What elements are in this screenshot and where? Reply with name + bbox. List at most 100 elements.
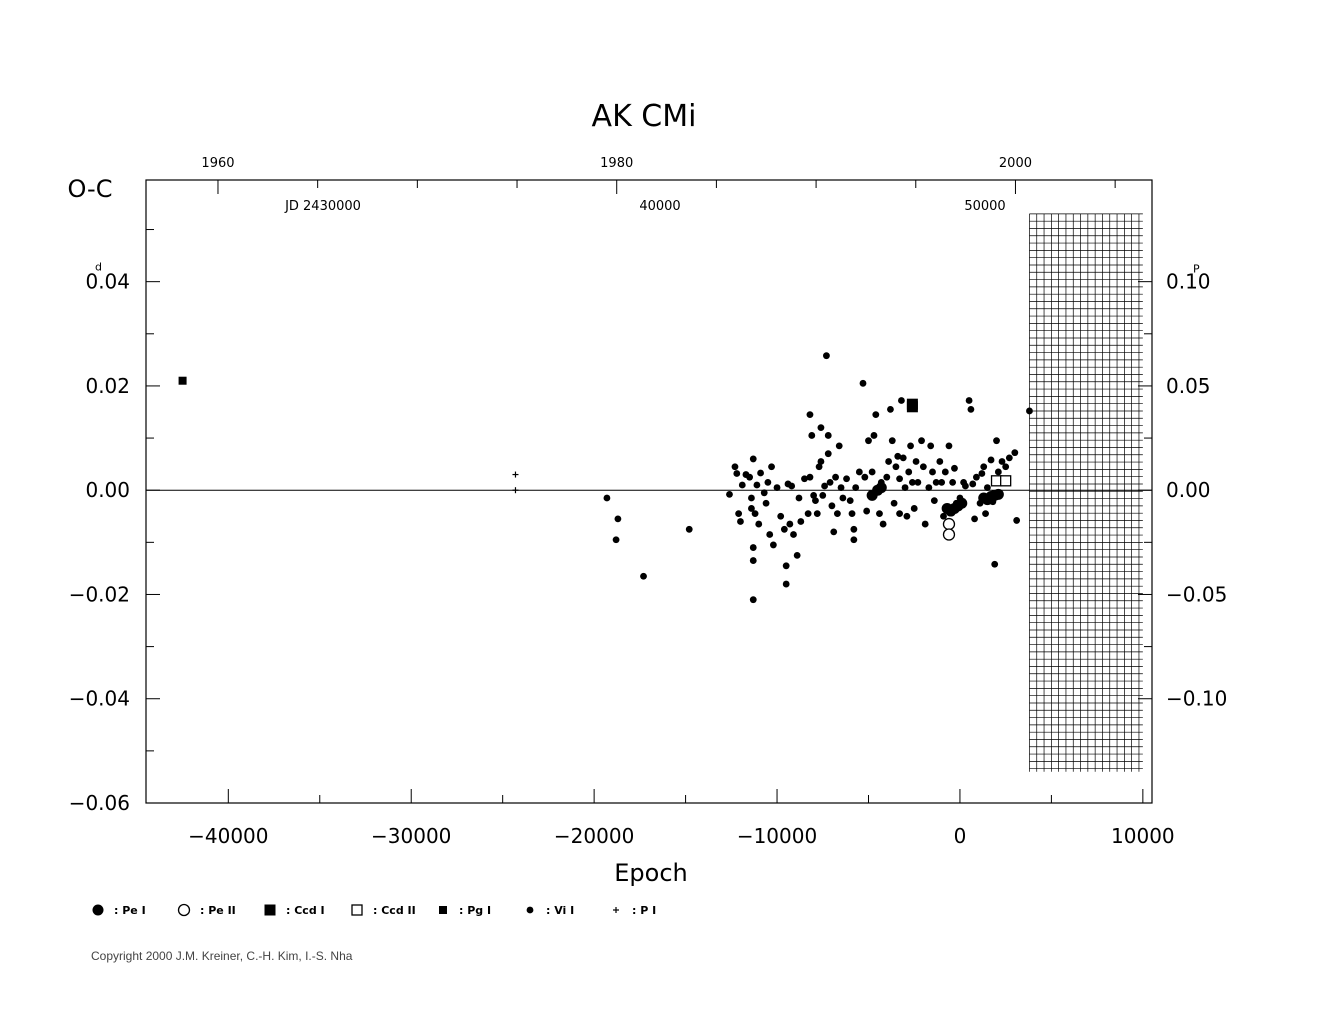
legend-label: : Ccd II	[373, 904, 416, 917]
top-year-label: 2000	[999, 156, 1032, 171]
data-point	[983, 484, 991, 491]
data-point	[929, 468, 936, 476]
data-point	[899, 454, 907, 462]
legend-item: : Pe II	[177, 903, 236, 917]
data-point	[980, 463, 988, 471]
data-point	[936, 458, 944, 465]
data-point	[859, 379, 867, 387]
y-tick-label: −0.04	[69, 687, 130, 711]
data-point	[790, 531, 797, 538]
x-tick-label: −40000	[188, 824, 268, 848]
x-tick-label: −10000	[737, 824, 817, 848]
data-point	[830, 528, 838, 536]
legend-item: : Ccd I	[264, 904, 325, 917]
data-point	[786, 520, 794, 528]
legend-label: : Pe I	[114, 904, 146, 917]
legend: : Pe I: Pe II: Ccd I: Ccd II: Pg I: Vi I…	[92, 903, 656, 917]
data-point	[890, 499, 898, 507]
data-point	[861, 473, 869, 481]
y-tick-label: 0.02	[85, 374, 130, 398]
data-point	[883, 473, 891, 481]
data-point	[833, 510, 841, 518]
data-point	[819, 492, 827, 499]
data-point	[824, 432, 832, 439]
data-point	[832, 473, 839, 481]
data-point	[887, 405, 894, 413]
data-point	[987, 456, 995, 464]
data-point	[848, 510, 856, 518]
data-point	[875, 482, 887, 494]
data-point	[755, 520, 763, 528]
data-point	[892, 463, 900, 471]
data-point	[828, 502, 836, 510]
data-point	[994, 468, 1002, 476]
data-point	[919, 463, 927, 471]
data-point	[737, 518, 744, 525]
data-point	[888, 437, 896, 445]
axis-ticks	[146, 180, 1152, 804]
data-point	[801, 475, 808, 483]
data-point	[879, 520, 887, 528]
data-point	[850, 536, 858, 544]
data-point	[949, 478, 957, 486]
data-point	[852, 484, 860, 491]
data-point	[908, 478, 916, 486]
data-point	[780, 525, 788, 533]
legend-label: : Pe II	[200, 904, 236, 917]
data-point	[843, 475, 850, 483]
data-point	[941, 468, 949, 476]
data-point	[804, 510, 812, 518]
data-point	[812, 497, 819, 505]
y-tick-label: 0.00	[85, 478, 130, 502]
data-point	[817, 458, 825, 465]
data-point	[837, 484, 845, 491]
data-point	[810, 492, 818, 499]
right-tick-label: 0.00	[1166, 478, 1211, 502]
hatched-region	[1029, 213, 1143, 772]
data-point	[782, 580, 790, 588]
data-point	[797, 518, 805, 525]
data-point	[921, 520, 929, 528]
data-point	[991, 560, 999, 568]
top-year-label: 1960	[201, 156, 234, 171]
data-point	[850, 525, 858, 533]
data-point	[993, 437, 1000, 445]
data-point	[870, 432, 878, 439]
x-tick-label: −30000	[371, 824, 451, 848]
data-point	[808, 432, 816, 439]
data-point	[971, 515, 978, 523]
data-point	[942, 528, 956, 541]
data-point	[885, 458, 893, 465]
legend-marker	[177, 903, 191, 917]
data-point	[965, 397, 973, 404]
data-point	[868, 468, 876, 476]
right-unit-superscript: P	[1193, 263, 1200, 276]
legend-label: : Ccd I	[286, 904, 325, 917]
data-point	[901, 484, 909, 491]
data-point	[992, 488, 1004, 500]
x-tick-label: 10000	[1111, 824, 1175, 848]
data-point	[749, 557, 757, 564]
data-point	[898, 397, 905, 404]
data-point	[907, 442, 914, 450]
data-point	[839, 494, 847, 502]
data-point	[748, 494, 755, 502]
data-point	[1000, 475, 1012, 487]
y-tick-label: 0.04	[85, 270, 130, 294]
data-point	[733, 470, 741, 477]
x-tick-label: 0	[954, 824, 967, 848]
data-point	[962, 482, 969, 490]
legend-marker	[264, 904, 276, 916]
top-jd-label: 50000	[964, 199, 1005, 214]
data-point	[942, 517, 956, 531]
legend-item: : Vi I	[526, 904, 574, 917]
y-unit-superscript: d	[95, 261, 102, 274]
data-point	[813, 510, 821, 518]
data-point	[865, 437, 872, 445]
data-point	[640, 572, 647, 580]
legend-marker	[92, 904, 104, 916]
data-point	[795, 494, 803, 502]
data-point	[726, 490, 733, 498]
top-jd-label: JD 2430000	[284, 199, 361, 214]
axis-tick-labels: −40000 −30000 −20000 −10000 0 10000 −0.06 −0.04…	[69, 156, 1228, 848]
